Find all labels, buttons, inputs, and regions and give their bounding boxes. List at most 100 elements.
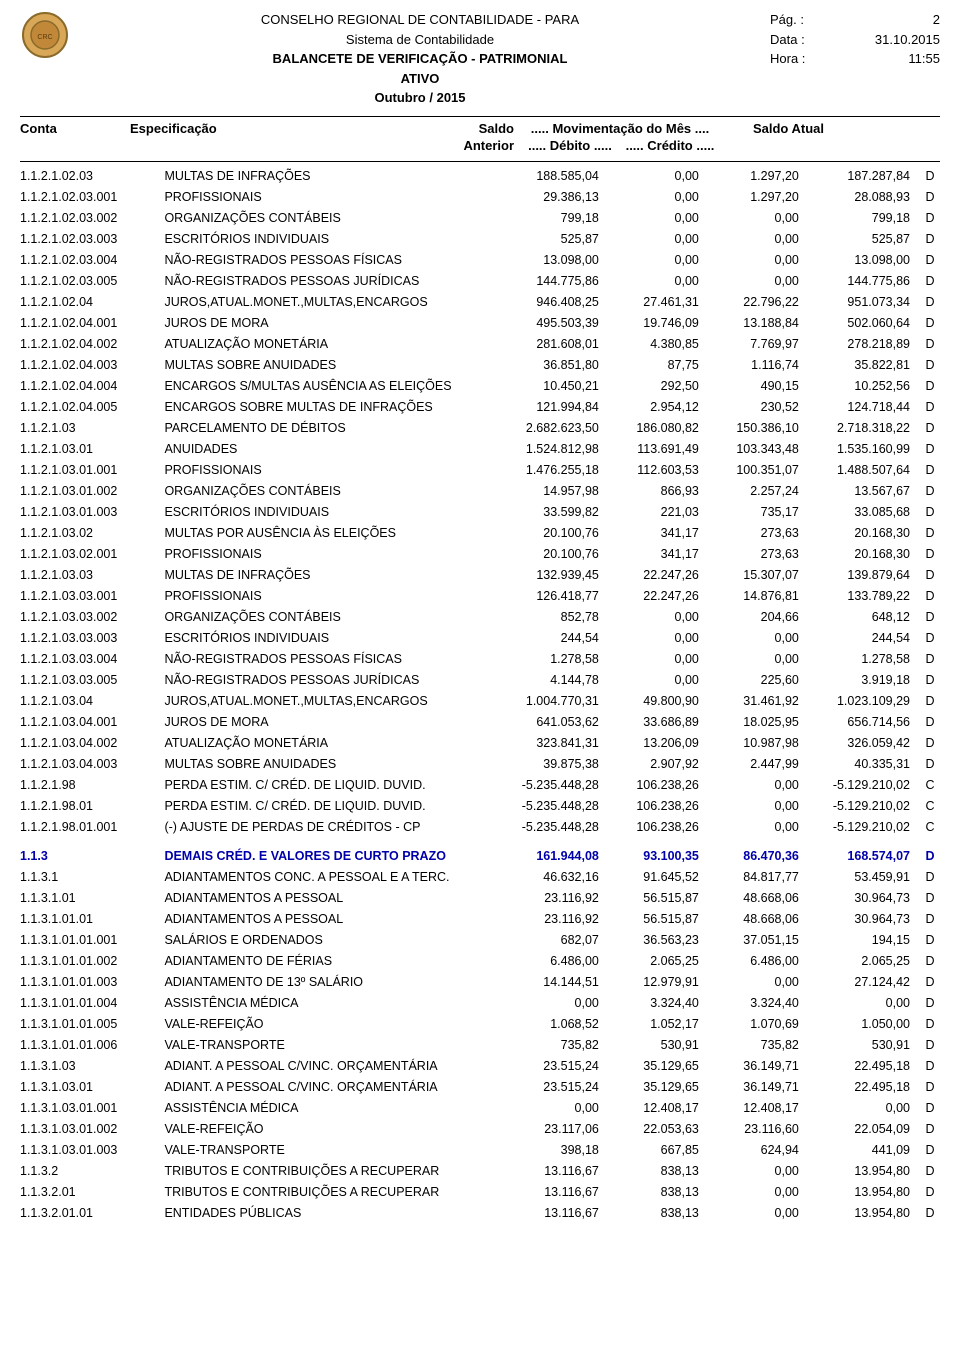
cell-atual: 13.567,67 [809, 481, 920, 502]
cell-conta: 1.1.3.1.03.01.003 [20, 1140, 164, 1161]
cell-anterior: 20.100,76 [498, 523, 609, 544]
cell-conta: 1.1.3.1.01.01.006 [20, 1035, 164, 1056]
cell-atual: 0,00 [809, 1098, 920, 1119]
cell-debito: 106.238,26 [609, 817, 709, 838]
cell-conta: 1.1.2.1.02.03.001 [20, 187, 164, 208]
table-row: 1.1.2.1.03.01.002ORGANIZAÇÕES CONTÁBEIS1… [20, 481, 940, 502]
cell-conta: 1.1.2.1.02.04 [20, 292, 164, 313]
balance-table: 1.1.2.1.02.03MULTAS DE INFRAÇÕES188.585,… [20, 166, 940, 1224]
cell-conta: 1.1.2.1.03.01.003 [20, 502, 164, 523]
cell-atual: 35.822,81 [809, 355, 920, 376]
cell-debito: 22.247,26 [609, 586, 709, 607]
cell-debito: 221,03 [609, 502, 709, 523]
cell-conta: 1.1.3.2.01.01 [20, 1203, 164, 1224]
table-row: 1.1.2.1.03.03.001PROFISSIONAIS126.418,77… [20, 586, 940, 607]
cell-credito: 84.817,77 [709, 867, 809, 888]
cell-anterior: 46.632,16 [498, 867, 609, 888]
table-row: 1.1.3.2.01TRIBUTOS E CONTRIBUIÇÕES A REC… [20, 1182, 940, 1203]
table-row: 1.1.2.1.02.04.005ENCARGOS SOBRE MULTAS D… [20, 397, 940, 418]
cell-anterior: 188.585,04 [498, 166, 609, 187]
cell-credito: 1.070,69 [709, 1014, 809, 1035]
cell-credito: 13.188,84 [709, 313, 809, 334]
cell-conta: 1.1.3.1.03.01.001 [20, 1098, 164, 1119]
cell-atual: 1.488.507,64 [809, 460, 920, 481]
cell-atual: 124.718,44 [809, 397, 920, 418]
cell-dc: D [920, 523, 940, 544]
cell-conta: 1.1.2.1.98.01 [20, 796, 164, 817]
table-row: 1.1.2.1.02.03.005NÃO-REGISTRADOS PESSOAS… [20, 271, 940, 292]
cell-dc: D [920, 250, 940, 271]
cell-atual: 13.954,80 [809, 1161, 920, 1182]
table-row: 1.1.2.1.02.04.003MULTAS SOBRE ANUIDADES3… [20, 355, 940, 376]
cell-anterior: 0,00 [498, 993, 609, 1014]
cell-credito: 1.297,20 [709, 166, 809, 187]
cell-conta: 1.1.3.1.01.01.003 [20, 972, 164, 993]
cell-anterior: 36.851,80 [498, 355, 609, 376]
cell-conta: 1.1.2.1.03.03.002 [20, 607, 164, 628]
cell-debito: 13.206,09 [609, 733, 709, 754]
cell-espec: ASSISTÊNCIA MÉDICA [164, 993, 497, 1014]
table-row: 1.1.3.1.03ADIANT. A PESSOAL C/VINC. ORÇA… [20, 1056, 940, 1077]
column-headers: Conta Especificação Saldo ..... Moviment… [20, 121, 940, 136]
table-row: 1.1.3.1.01.01.005VALE-REFEIÇÃO1.068,521.… [20, 1014, 940, 1035]
cell-dc: D [920, 712, 940, 733]
table-row: 1.1.2.1.03.01ANUIDADES1.524.812,98113.69… [20, 439, 940, 460]
cell-debito: 106.238,26 [609, 775, 709, 796]
cell-atual: 2.718.318,22 [809, 418, 920, 439]
report-period: Outubro / 2015 [70, 88, 770, 108]
cell-credito: 6.486,00 [709, 951, 809, 972]
cell-espec: JUROS DE MORA [164, 712, 497, 733]
cell-dc: D [920, 565, 940, 586]
cell-debito: 113.691,49 [609, 439, 709, 460]
table-row: 1.1.2.1.03.03.004NÃO-REGISTRADOS PESSOAS… [20, 649, 940, 670]
cell-espec: SALÁRIOS E ORDENADOS [164, 930, 497, 951]
table-row: 1.1.3.1.01.01.003ADIANTAMENTO DE 13º SAL… [20, 972, 940, 993]
cell-conta: 1.1.3.1 [20, 867, 164, 888]
cell-anterior: 33.599,82 [498, 502, 609, 523]
cell-conta: 1.1.3.1.01.01.002 [20, 951, 164, 972]
cell-atual: 13.954,80 [809, 1203, 920, 1224]
cell-espec: ORGANIZAÇÕES CONTÁBEIS [164, 208, 497, 229]
cell-atual: 951.073,34 [809, 292, 920, 313]
cell-credito: 735,17 [709, 502, 809, 523]
cell-anterior: 20.100,76 [498, 544, 609, 565]
cell-atual: 2.065,25 [809, 951, 920, 972]
cell-anterior: 6.486,00 [498, 951, 609, 972]
cell-debito: 27.461,31 [609, 292, 709, 313]
cell-espec: MULTAS DE INFRAÇÕES [164, 166, 497, 187]
cell-espec: ASSISTÊNCIA MÉDICA [164, 1098, 497, 1119]
cell-anterior: 852,78 [498, 607, 609, 628]
cell-conta: 1.1.2.1.02.04.005 [20, 397, 164, 418]
cell-anterior: 121.994,84 [498, 397, 609, 418]
cell-conta: 1.1.2.1.03.03.004 [20, 649, 164, 670]
cell-debito: 35.129,65 [609, 1077, 709, 1098]
cell-dc: D [920, 972, 940, 993]
cell-atual: 168.574,07 [809, 846, 920, 867]
cell-credito: 86.470,36 [709, 846, 809, 867]
cell-credito: 0,00 [709, 229, 809, 250]
cell-anterior: 13.098,00 [498, 250, 609, 271]
cell-anterior: 23.515,24 [498, 1056, 609, 1077]
cell-conta: 1.1.2.1.02.03.005 [20, 271, 164, 292]
cell-anterior: 39.875,38 [498, 754, 609, 775]
cell-dc: D [920, 1056, 940, 1077]
cell-conta: 1.1.2.1.02.04.003 [20, 355, 164, 376]
org-name: CONSELHO REGIONAL DE CONTABILIDADE - PAR… [70, 10, 770, 30]
table-row: 1.1.3.1.03.01.001ASSISTÊNCIA MÉDICA0,001… [20, 1098, 940, 1119]
cell-credito: 490,15 [709, 376, 809, 397]
cell-anterior: 398,18 [498, 1140, 609, 1161]
cell-conta: 1.1.2.1.02.03.004 [20, 250, 164, 271]
cell-conta: 1.1.3.1.01.01.005 [20, 1014, 164, 1035]
cell-dc: D [920, 271, 940, 292]
cell-conta: 1.1.3.1.01.01 [20, 909, 164, 930]
cell-debito: 866,93 [609, 481, 709, 502]
cell-dc: D [920, 1140, 940, 1161]
cell-conta: 1.1.3.1.03.01 [20, 1077, 164, 1098]
cell-dc: D [920, 846, 940, 867]
table-row: 1.1.2.1.03.02MULTAS POR AUSÊNCIA ÀS ELEI… [20, 523, 940, 544]
cell-credito: 37.051,15 [709, 930, 809, 951]
cell-credito: 273,63 [709, 544, 809, 565]
cell-anterior: 29.386,13 [498, 187, 609, 208]
table-row: 1.1.2.1.03.04.001JUROS DE MORA641.053,62… [20, 712, 940, 733]
cell-atual: 187.287,84 [809, 166, 920, 187]
